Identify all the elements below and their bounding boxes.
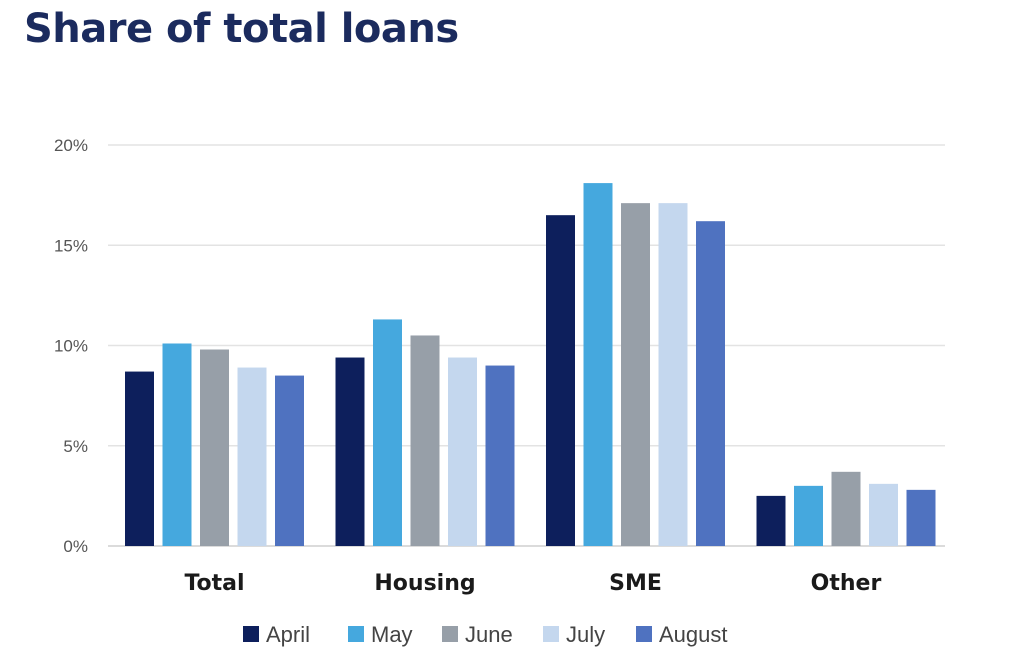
bars xyxy=(125,183,936,547)
y-tick-label: 0% xyxy=(63,537,88,556)
bar-total-july xyxy=(237,367,267,546)
category-label-sme: SME xyxy=(609,571,662,596)
bar-total-april xyxy=(125,371,154,546)
legend-label-june: June xyxy=(465,622,513,647)
bar-housing-june xyxy=(410,335,440,546)
legend-label-april: April xyxy=(266,622,310,647)
bar-total-june xyxy=(200,349,229,546)
legend-label-may: May xyxy=(371,622,413,647)
legend-swatch-june xyxy=(442,626,458,642)
bar-other-june xyxy=(831,471,861,546)
legend-label-august: August xyxy=(659,622,728,647)
bar-sme-may xyxy=(583,183,613,546)
bar-housing-may xyxy=(373,319,402,546)
chart-title: Share of total loans xyxy=(24,6,459,52)
y-tick-label: 20% xyxy=(54,136,88,155)
legend-swatch-july xyxy=(543,626,559,642)
bar-total-august xyxy=(275,375,304,546)
bar-housing-august xyxy=(485,365,515,546)
bar-other-august xyxy=(906,489,936,546)
y-tick-label: 10% xyxy=(54,337,88,356)
legend-swatch-august xyxy=(636,626,652,642)
bar-total-may xyxy=(162,343,192,546)
bar-sme-august xyxy=(696,221,725,546)
bar-sme-july xyxy=(658,203,688,546)
category-label-other: Other xyxy=(811,571,882,596)
legend: April May June July August xyxy=(243,622,728,647)
category-label-housing: Housing xyxy=(374,571,475,596)
bar-sme-june xyxy=(621,203,650,546)
legend-swatch-april xyxy=(243,626,259,642)
legend-label-july: July xyxy=(566,622,605,647)
y-tick-label: 15% xyxy=(54,236,88,255)
bar-sme-april xyxy=(546,215,575,547)
category-labels: Total Housing SME Other xyxy=(184,571,881,596)
bar-housing-july xyxy=(448,357,477,546)
bar-other-may xyxy=(794,485,823,546)
legend-swatch-may xyxy=(348,626,364,642)
bar-housing-april xyxy=(335,357,365,546)
y-tick-label: 5% xyxy=(63,437,88,456)
category-label-total: Total xyxy=(184,571,244,596)
bar-other-april xyxy=(756,495,786,546)
y-axis-ticks: 0% 5% 10% 15% 20% xyxy=(54,136,88,556)
bar-other-july xyxy=(869,483,898,546)
